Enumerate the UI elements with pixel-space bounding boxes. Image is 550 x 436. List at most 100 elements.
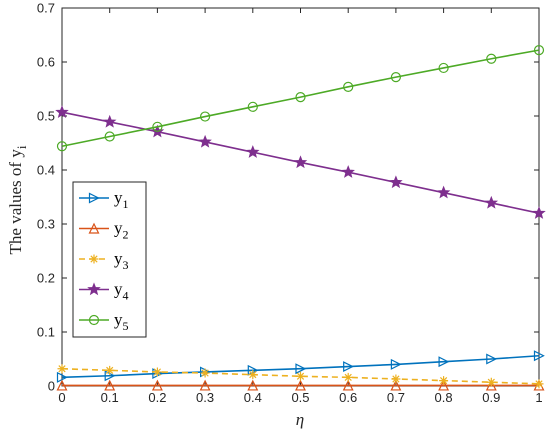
data-point [390, 358, 402, 370]
data-point [248, 370, 258, 380]
data-point [296, 371, 305, 381]
data-point [295, 379, 306, 391]
data-point [534, 379, 544, 389]
data-point [88, 192, 100, 204]
y-tick-label: 0.4 [37, 163, 55, 178]
legend-label-name: y [114, 219, 123, 238]
data-point [486, 353, 498, 365]
data-point [198, 134, 212, 148]
legend-label: y5 [114, 310, 129, 333]
legend-label-subscript: 4 [123, 289, 129, 303]
y-tick-label: 0.7 [37, 1, 55, 16]
x-tick-label: 0.6 [339, 390, 357, 405]
legend-label-subscript: 5 [123, 319, 129, 333]
data-point [293, 155, 308, 169]
data-point [88, 314, 100, 326]
data-point [485, 379, 497, 391]
data-point [438, 379, 450, 391]
legend-label: y1 [114, 188, 129, 211]
data-point [438, 62, 449, 74]
data-point [152, 121, 163, 132]
data-point [88, 222, 100, 234]
data-point [151, 379, 163, 391]
data-point [247, 379, 259, 391]
series-y2 [56, 379, 545, 391]
data-point [439, 376, 449, 386]
legend-item: y2 [79, 219, 129, 242]
x-tick-label: 0.8 [435, 390, 453, 405]
legend-label-name: y [114, 249, 123, 268]
data-point [295, 363, 307, 375]
series-y3 [57, 364, 544, 389]
data-point [343, 81, 354, 92]
data-point [343, 372, 353, 382]
x-tick-label: 0.2 [148, 390, 166, 405]
data-point [342, 379, 354, 391]
data-point [200, 111, 211, 122]
data-point [56, 141, 68, 152]
series-line [61, 49, 540, 148]
data-point [533, 45, 545, 56]
y-axis-title-subscript: i [14, 145, 29, 149]
x-tick-label: 0.9 [482, 390, 500, 405]
y-tick-label: 0 [48, 379, 55, 394]
series-line [61, 354, 540, 379]
legend-label-subscript: 3 [123, 258, 129, 272]
data-point [391, 374, 401, 384]
legend-label: y2 [114, 219, 129, 242]
legend-box [72, 181, 147, 338]
data-point [246, 145, 260, 158]
x-tick-label: 0.4 [244, 390, 262, 405]
data-point [104, 131, 115, 142]
y-tick-label: 0.6 [37, 55, 55, 70]
data-point [200, 368, 210, 378]
data-point [57, 364, 67, 374]
data-point [390, 72, 401, 83]
y-tick-label: 0.3 [37, 217, 55, 232]
series-y4 [55, 105, 546, 219]
x-tick-label: 0.1 [101, 390, 119, 405]
data-point [152, 367, 162, 377]
data-point [390, 379, 402, 391]
legend-item: y3 [79, 249, 129, 272]
x-tick-label: 1 [535, 390, 542, 405]
data-point [341, 165, 355, 178]
data-point [247, 101, 258, 112]
y-axis-title-text: The values of y [6, 149, 25, 255]
data-point [56, 371, 68, 383]
data-point [486, 53, 497, 64]
x-tick-label: 0.5 [291, 390, 309, 405]
data-point [89, 254, 99, 264]
data-point [295, 91, 306, 103]
x-tick-label: 0 [58, 390, 65, 405]
x-tick-label: 0.3 [196, 390, 214, 405]
legend-label-name: y [114, 280, 123, 299]
data-point [389, 175, 403, 189]
data-point [484, 195, 499, 209]
legend-label: y3 [114, 249, 129, 272]
data-point [87, 282, 101, 296]
data-point [55, 105, 69, 118]
x-axis-title: η [296, 410, 304, 429]
series-y5 [56, 45, 545, 152]
data-point [486, 377, 496, 387]
data-point [532, 206, 546, 219]
y-tick-label: 0.5 [37, 109, 55, 124]
data-point [56, 379, 68, 391]
legend-label-subscript: 1 [123, 197, 129, 211]
data-point [199, 379, 211, 391]
data-point [105, 365, 115, 375]
legend-item: y1 [79, 188, 129, 211]
legend-item: y5 [79, 310, 129, 333]
legend-label: y4 [114, 280, 129, 303]
data-point [533, 350, 545, 362]
data-point [343, 361, 355, 373]
legend-label-name: y [114, 188, 123, 207]
legend-item: y4 [79, 280, 129, 303]
legend-label-subscript: 2 [123, 228, 129, 242]
x-tick-label: 0.7 [387, 390, 405, 405]
y-tick-label: 0.2 [37, 271, 55, 286]
data-point [438, 356, 450, 368]
